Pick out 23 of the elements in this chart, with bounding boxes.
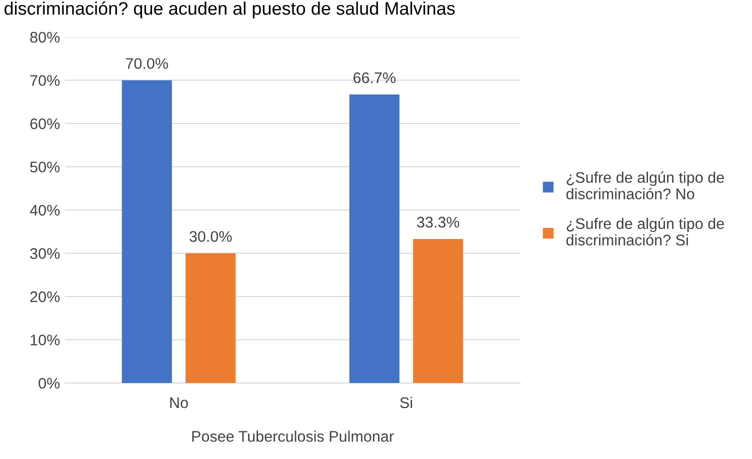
y-tick-label: 40% [30, 204, 60, 216]
y-tick-label: 30% [30, 248, 60, 259]
y-tick-label: 10% [30, 334, 60, 346]
y-tick-label: 0% [38, 378, 60, 389]
y-tick-label: 60% [30, 118, 60, 130]
y-tick-label: 20% [30, 291, 60, 302]
y-tick-label: 50% [30, 162, 60, 172]
y-tick-label: 80% [30, 32, 60, 43]
x-axis-title: Posee Tuberculosis Pulmonar [192, 430, 394, 442]
data-label: 66.7% [354, 72, 396, 84]
chart-title: discriminación? que acuden al puesto de salud Malvinas [4, 1, 455, 18]
legend-label: ¿Sufre de algún tipo de discriminación? Si [566, 218, 724, 246]
data-label: 70.0% [126, 58, 168, 69]
data-label: 30.0% [190, 231, 232, 242]
data-label: 33.3% [417, 216, 460, 228]
x-tick-label: Si [400, 396, 412, 408]
bar [122, 80, 172, 383]
bar [413, 238, 464, 383]
bar [349, 94, 400, 383]
legend-label: ¿Sufre de algún tipo de discriminación? No [566, 171, 724, 200]
y-tick-label: 70% [30, 75, 60, 86]
x-tick-label: No [170, 397, 188, 408]
bar [186, 253, 236, 383]
